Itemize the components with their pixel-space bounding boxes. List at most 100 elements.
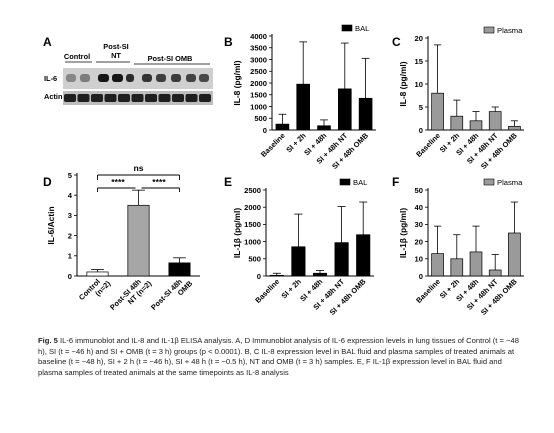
panel-letter-d: D [43,175,52,189]
y-tick-label: 0 [263,126,267,135]
blot-row-label: Actin [44,92,63,101]
y-tick-label: 0 [419,272,423,281]
legend-swatch [339,178,351,186]
bar [269,274,284,277]
y-tick-label: 2500 [244,186,261,195]
bar [296,83,310,131]
il6-band [171,74,181,82]
caption-label: Fig. 5 [38,336,58,345]
bar [86,271,109,277]
y-tick-label: 1000 [250,102,267,111]
y-tick-label: 0 [68,272,72,281]
y-tick-label: 3000 [250,55,267,64]
actin-band [104,94,117,102]
actin-band [185,94,198,102]
figure-canvas: A B C D E F Control Post-SI Post-SI OMB NT IL-6 Act… [43,24,524,318]
y-axis-label: IL-8 (pg/ml) [232,60,242,105]
figure-caption: Fig. 5 IL-6 immunoblot and IL-8 and IL-1… [38,336,524,378]
bar [469,251,483,277]
y-tick-label: 4000 [250,32,267,41]
bar [450,258,464,277]
panel-letter-b: B [224,35,233,49]
blot-group-label: Post-SI [103,42,128,51]
y-tick-label: 2 [68,231,72,240]
il6-band [186,74,196,82]
bar [469,120,483,131]
bar [334,242,349,277]
il6-blot-strip [63,68,213,89]
il6-band [98,74,109,82]
actin-band [158,94,171,102]
y-tick-label: 15 [415,57,424,66]
y-tick-label: 5 [419,103,424,112]
y-tick-label: 0 [257,272,261,281]
blot-group-label: NT [111,51,121,60]
y-axis-label: IL-1β (pg/ml) [398,208,408,258]
caption-text: IL-6 immunoblot and IL-8 and IL-1β ELISA… [38,336,519,377]
y-tick-label: 30 [415,220,423,229]
bar [291,246,306,277]
il6-band [126,74,134,82]
y-tick-label: 20 [415,34,423,43]
significance-label: **** [152,177,166,187]
y-tick-label: 1500 [250,91,267,100]
il6-band [142,74,152,82]
y-tick-label: 0 [419,126,423,135]
bar [317,125,331,131]
y-tick-label: 40 [415,203,423,212]
y-tick-label: 10 [415,255,423,264]
bar [356,234,371,277]
actin-band [77,94,90,102]
chart-panel-d: 0 1 2 3 4 5 IL-6/Actin Control(n=2)Post-SI 48hN… [46,163,200,318]
bar [275,123,290,131]
legend-label: BAL [353,178,367,187]
x-tick-label: Baseline [259,131,287,159]
legend-label: BAL [355,24,369,33]
bar [508,125,521,131]
panel-letter-e: E [224,175,232,189]
actin-band [118,94,130,102]
actin-band [145,94,157,102]
legend-label: Plasma [497,178,523,187]
significance-label: ns [133,163,143,173]
panel-letter-c: C [392,35,401,49]
chart-panel-b: 0 500 1000 1500 2000 2500 3000 3500 4000 IL-8 (pg… [232,24,376,171]
blot-group-label: Post-SI OMB [148,54,193,63]
legend-swatch [483,26,495,34]
x-tick-label: Control(n=2) [77,272,113,308]
y-tick-label: 1500 [244,220,261,229]
actin-band [131,94,144,102]
x-tick-label: Baseline [414,131,442,159]
actin-band [172,94,184,102]
y-tick-label: 5 [68,171,73,180]
y-tick-label: 2500 [250,67,267,76]
actin-band [64,94,76,102]
bar [488,111,502,131]
x-tick-label: Post-SI 48hOMB [149,273,194,318]
blot-group-label: Control [64,52,90,61]
blot-row-label: IL-6 [44,74,57,83]
x-tick-label: Post-SI 48hNT (n=2) [108,272,154,318]
legend-label: Plasma [497,26,523,35]
y-tick-label: 2000 [250,79,267,88]
x-tick-label: Baseline [253,277,281,305]
y-tick-label: 4 [68,191,73,200]
il6-band [66,74,76,82]
bar [127,204,150,277]
il6-band [112,74,123,82]
bar [338,88,352,131]
y-tick-label: 20 [415,237,423,246]
panel-letter-f: F [392,175,399,189]
bar [508,232,521,277]
il6-band [199,74,209,82]
bar [488,269,502,277]
x-tick-label: Baseline [414,277,442,305]
bar [431,253,444,277]
chart-panel-e: 0 500 1000 1500 2000 2500 IL-1β (pg/ml) Baselin… [232,178,374,317]
y-axis-label: IL-6/Actin [46,206,56,244]
bar [358,97,373,131]
significance-label: **** [111,177,125,187]
